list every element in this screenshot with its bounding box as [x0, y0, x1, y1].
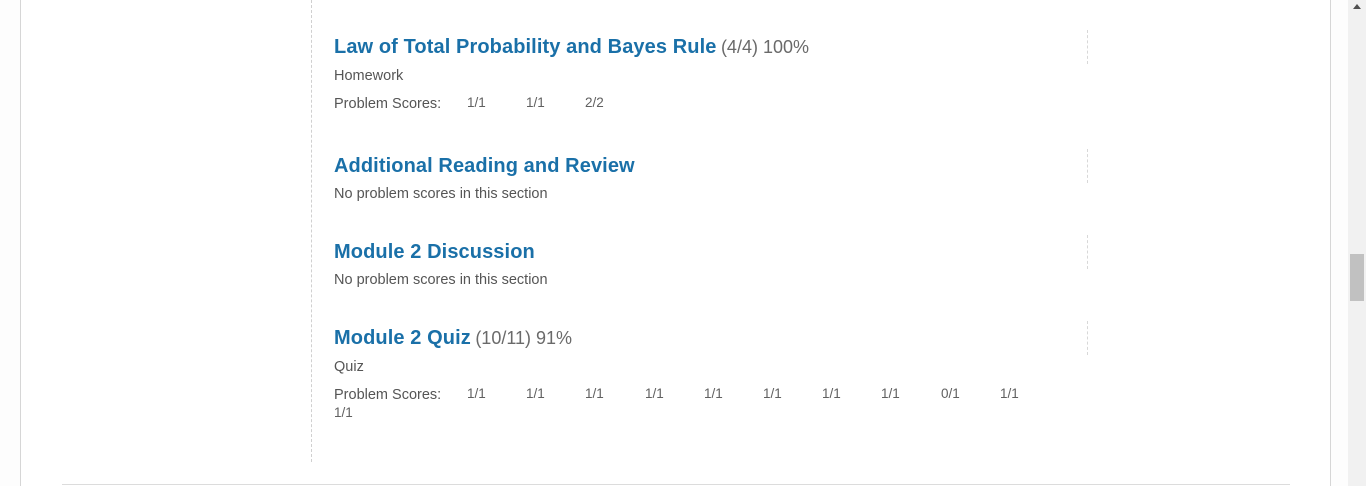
problem-score: 1/1 [467, 386, 486, 401]
problem-score: 1/1 [704, 386, 723, 401]
section-header: Module 2 Quiz (10/11) 91% [334, 321, 1094, 359]
page-left-border [20, 0, 21, 486]
chapter-timeline-line [311, 0, 312, 462]
problem-score: 1/1 [645, 386, 664, 401]
section-type: Homework [334, 68, 404, 84]
section-score: (10/11) 91% [475, 328, 573, 348]
section-module-2-discussion: Module 2 Discussion No problem scores in… [334, 235, 1094, 288]
problem-score: 1/1 [881, 386, 900, 401]
section-title-link[interactable]: Additional Reading and Review [334, 155, 635, 177]
no-scores-message: No problem scores in this section [334, 186, 548, 202]
section-header: Module 2 Discussion [334, 235, 1094, 273]
problem-scores-row: Problem Scores: 1/1 1/1 2/2 [334, 95, 1094, 116]
section-title-link[interactable]: Module 2 Discussion [334, 241, 535, 263]
problem-score: 1/1 [467, 95, 486, 110]
section-divider [1087, 235, 1088, 269]
section-module-2-quiz: Module 2 Quiz (10/11) 91% Quiz Problem S… [334, 321, 1094, 420]
scroll-up-arrow-icon[interactable] [1353, 4, 1361, 9]
problem-score: 1/1 [526, 95, 545, 110]
problem-scores-row: Problem Scores: 1/1 1/1 1/1 1/1 1/1 1/1 … [334, 386, 1094, 420]
problem-score: 1/1 [1000, 386, 1019, 401]
section-divider [1087, 30, 1088, 64]
section-title-link[interactable]: Law of Total Probability and Bayes Rule [334, 36, 717, 58]
chapter-divider [62, 484, 1290, 485]
section-score: (4/4) 100% [720, 37, 809, 57]
section-title-link[interactable]: Module 2 Quiz [334, 327, 471, 349]
progress-content-panel [21, 0, 1330, 486]
section-header: Additional Reading and Review [334, 149, 1094, 187]
problem-score: 1/1 [763, 386, 782, 401]
problem-score: 1/1 [526, 386, 545, 401]
section-law-of-total-probability: Law of Total Probability and Bayes Rule … [334, 30, 1094, 116]
scrollbar-thumb[interactable] [1350, 254, 1364, 301]
section-divider [1087, 321, 1088, 355]
section-additional-reading: Additional Reading and Review No problem… [334, 149, 1094, 202]
problem-score: 2/2 [585, 95, 604, 110]
page-right-border [1330, 0, 1331, 486]
problem-score: 1/1 [334, 405, 353, 420]
section-type: Quiz [334, 359, 364, 375]
problem-score: 0/1 [941, 386, 960, 401]
problem-scores-label: Problem Scores: [334, 387, 442, 403]
section-divider [1087, 149, 1088, 183]
vertical-scrollbar[interactable] [1348, 0, 1366, 486]
problem-scores-label: Problem Scores: [334, 96, 442, 112]
no-scores-message: No problem scores in this section [334, 272, 548, 288]
problem-score: 1/1 [585, 386, 604, 401]
problem-score: 1/1 [822, 386, 841, 401]
section-header: Law of Total Probability and Bayes Rule … [334, 30, 1094, 68]
